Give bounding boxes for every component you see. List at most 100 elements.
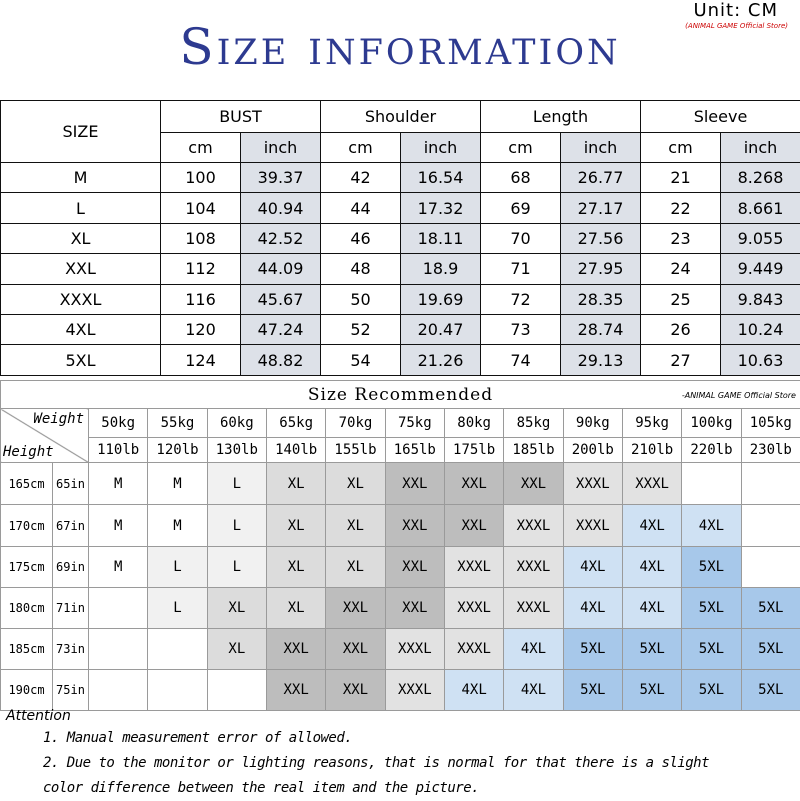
size-cell: L xyxy=(207,547,266,588)
cell: 29.13 xyxy=(561,345,641,375)
size-cell: 4XL xyxy=(563,547,622,588)
cell: XXL xyxy=(1,254,161,284)
size-cell xyxy=(148,670,207,711)
size-cell: 4XL xyxy=(622,547,681,588)
cell: 18.11 xyxy=(401,223,481,253)
group-header: BUST xyxy=(161,101,321,133)
cell: 10.24 xyxy=(721,314,800,344)
height: 69in xyxy=(53,547,89,588)
size-cell: XXXL xyxy=(444,547,503,588)
cell: 108 xyxy=(161,223,241,253)
cell: 18.9 xyxy=(401,254,481,284)
title: Size information xyxy=(0,18,800,76)
size-cell: XXXL xyxy=(504,547,563,588)
height: 190cm xyxy=(1,670,53,711)
cell: 72 xyxy=(481,284,561,314)
cell: 48 xyxy=(321,254,401,284)
size-cell: 5XL xyxy=(622,670,681,711)
cell: 45.67 xyxy=(241,284,321,314)
note: 2. Due to the monitor or lighting reason… xyxy=(43,751,733,801)
weight-lb: 165lb xyxy=(385,438,444,463)
cell: 44 xyxy=(321,193,401,223)
weight-lb: 110lb xyxy=(89,438,148,463)
note: 1. Manual measurement error of allowed. xyxy=(43,726,733,751)
size-cell: XL xyxy=(207,629,266,670)
subheader: cm xyxy=(321,133,401,163)
weight-lb: 230lb xyxy=(741,438,800,463)
subheader: inch xyxy=(721,133,800,163)
size-cell: XXL xyxy=(266,629,325,670)
size-cell: XXL xyxy=(326,588,385,629)
size-cell: XL xyxy=(326,505,385,547)
size-cell: 4XL xyxy=(682,505,741,547)
weight-kg: 80kg xyxy=(444,409,503,438)
weight-lb: 200lb xyxy=(563,438,622,463)
size-cell: 4XL xyxy=(622,588,681,629)
size-cell: XXXL xyxy=(622,463,681,505)
cell: 9.449 xyxy=(721,254,800,284)
weight-kg: 50kg xyxy=(89,409,148,438)
weight-kg: 70kg xyxy=(326,409,385,438)
size-cell: 5XL xyxy=(622,629,681,670)
weight-lb: 155lb xyxy=(326,438,385,463)
size-cell: XL xyxy=(326,463,385,505)
weight-kg: 95kg xyxy=(622,409,681,438)
cell: L xyxy=(1,193,161,223)
height: 165cm xyxy=(1,463,53,505)
size-cell xyxy=(741,505,800,547)
cell: 104 xyxy=(161,193,241,223)
recommend-title-text: Size Recommended xyxy=(308,385,493,405)
cell: 17.32 xyxy=(401,193,481,223)
cell: 8.268 xyxy=(721,163,800,193)
weight-kg: 75kg xyxy=(385,409,444,438)
cell: 16.54 xyxy=(401,163,481,193)
height: 185cm xyxy=(1,629,53,670)
size-cell: 5XL xyxy=(563,629,622,670)
cell: 70 xyxy=(481,223,561,253)
size-cell: 5XL xyxy=(741,629,800,670)
weight-kg: 55kg xyxy=(148,409,207,438)
size-cell: L xyxy=(207,505,266,547)
size-header: SIZE xyxy=(1,101,161,163)
cell: XL xyxy=(1,223,161,253)
size-cell: XL xyxy=(266,505,325,547)
group-header: Sleeve xyxy=(641,101,800,133)
cell: 26 xyxy=(641,314,721,344)
cell: 100 xyxy=(161,163,241,193)
cell: 23 xyxy=(641,223,721,253)
size-cell: XXL xyxy=(385,463,444,505)
cell: 116 xyxy=(161,284,241,314)
size-cell: XXXL xyxy=(385,670,444,711)
height: 67in xyxy=(53,505,89,547)
size-cell: XXL xyxy=(504,463,563,505)
size-cell xyxy=(89,629,148,670)
size-cell: 4XL xyxy=(622,505,681,547)
subheader: cm xyxy=(161,133,241,163)
weight-kg: 60kg xyxy=(207,409,266,438)
size-cell: M xyxy=(89,463,148,505)
size-cell: XXL xyxy=(385,547,444,588)
cell: 24 xyxy=(641,254,721,284)
cell: 19.69 xyxy=(401,284,481,314)
cell: 26.77 xyxy=(561,163,641,193)
size-cell: XXXL xyxy=(563,463,622,505)
size-cell: 5XL xyxy=(741,588,800,629)
cell: 28.74 xyxy=(561,314,641,344)
cell: 124 xyxy=(161,345,241,375)
attention-title: Attention xyxy=(6,708,71,724)
size-cell: XXXL xyxy=(504,505,563,547)
size-cell xyxy=(89,670,148,711)
size-cell: 5XL xyxy=(682,670,741,711)
cell: 73 xyxy=(481,314,561,344)
height: 71in xyxy=(53,588,89,629)
size-cell: XL xyxy=(266,463,325,505)
size-cell: XL xyxy=(207,588,266,629)
cell: 74 xyxy=(481,345,561,375)
size-cell: XXL xyxy=(326,670,385,711)
